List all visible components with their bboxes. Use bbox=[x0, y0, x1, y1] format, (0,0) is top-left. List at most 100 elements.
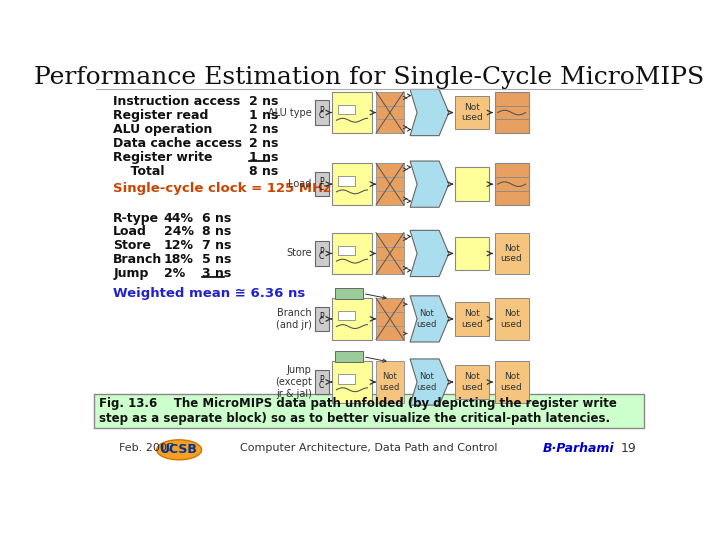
Text: Not
used: Not used bbox=[462, 103, 483, 122]
Bar bbox=[455, 302, 489, 336]
Bar bbox=[495, 233, 528, 274]
Polygon shape bbox=[410, 359, 449, 405]
Bar bbox=[376, 298, 404, 312]
Bar bbox=[376, 312, 404, 326]
Text: 12%: 12% bbox=[163, 239, 194, 252]
Text: Total: Total bbox=[113, 165, 165, 178]
Bar bbox=[332, 164, 372, 205]
Text: Register read: Register read bbox=[113, 109, 209, 122]
FancyBboxPatch shape bbox=[94, 394, 644, 428]
Text: C: C bbox=[319, 183, 324, 192]
Text: Jump: Jump bbox=[113, 267, 148, 280]
Text: 8 ns: 8 ns bbox=[202, 225, 232, 238]
Text: P: P bbox=[320, 106, 324, 114]
Text: Register write: Register write bbox=[113, 151, 212, 164]
Bar bbox=[332, 92, 372, 133]
Polygon shape bbox=[410, 231, 449, 276]
Bar bbox=[455, 365, 489, 399]
Bar bbox=[315, 100, 329, 125]
Text: UCSB: UCSB bbox=[160, 443, 198, 456]
Text: Not
used: Not used bbox=[462, 373, 483, 392]
Text: Not
used: Not used bbox=[500, 309, 523, 329]
Text: Computer Architecture, Data Path and Control: Computer Architecture, Data Path and Con… bbox=[240, 443, 498, 453]
Ellipse shape bbox=[157, 440, 202, 460]
Text: Load: Load bbox=[113, 225, 147, 238]
Text: 2 ns: 2 ns bbox=[249, 137, 278, 150]
Bar bbox=[376, 177, 404, 191]
Bar bbox=[495, 164, 528, 205]
Text: Feb. 2007: Feb. 2007 bbox=[120, 443, 174, 453]
Text: C: C bbox=[319, 252, 324, 261]
Text: Instruction access: Instruction access bbox=[113, 95, 240, 108]
Text: C: C bbox=[319, 318, 324, 327]
Bar bbox=[376, 361, 404, 403]
Text: Store: Store bbox=[286, 248, 312, 259]
Bar bbox=[376, 233, 404, 247]
Bar bbox=[495, 361, 528, 403]
Bar bbox=[376, 92, 404, 106]
Text: Weighted mean ≅ 6.36 ns: Weighted mean ≅ 6.36 ns bbox=[113, 287, 305, 300]
Bar bbox=[376, 247, 404, 260]
Text: 18%: 18% bbox=[163, 253, 194, 266]
Text: 7 ns: 7 ns bbox=[202, 239, 232, 252]
Bar bbox=[335, 288, 363, 299]
Bar bbox=[338, 105, 355, 114]
Text: Not
used: Not used bbox=[500, 244, 523, 263]
Polygon shape bbox=[410, 90, 449, 136]
Bar bbox=[376, 164, 404, 177]
Text: Not
used: Not used bbox=[500, 373, 523, 392]
Bar bbox=[315, 241, 329, 266]
Bar bbox=[455, 96, 489, 130]
Text: Not
used: Not used bbox=[416, 373, 436, 392]
Text: P: P bbox=[320, 177, 324, 186]
Text: 6 ns: 6 ns bbox=[202, 212, 232, 225]
Text: 2%: 2% bbox=[163, 267, 185, 280]
Text: 1 ns: 1 ns bbox=[249, 151, 278, 164]
Text: 44%: 44% bbox=[163, 212, 194, 225]
Text: 2 ns: 2 ns bbox=[249, 95, 278, 108]
Bar bbox=[335, 351, 363, 362]
Bar bbox=[495, 298, 528, 340]
Bar bbox=[338, 311, 355, 320]
Text: ALU operation: ALU operation bbox=[113, 123, 212, 136]
Bar bbox=[376, 191, 404, 205]
Bar bbox=[315, 307, 329, 331]
Text: Jump
(except
jr & jal): Jump (except jr & jal) bbox=[275, 366, 312, 399]
Text: 3 ns: 3 ns bbox=[202, 267, 232, 280]
Text: ALU type: ALU type bbox=[268, 107, 312, 118]
Text: Fig. 13.6    The MicroMIPS data path unfolded (by depicting the register write
s: Fig. 13.6 The MicroMIPS data path unfold… bbox=[99, 396, 617, 424]
Bar bbox=[376, 260, 404, 274]
Bar bbox=[332, 298, 372, 340]
Text: 5 ns: 5 ns bbox=[202, 253, 232, 266]
Bar bbox=[495, 92, 528, 133]
Text: Data cache access: Data cache access bbox=[113, 137, 242, 150]
Text: C: C bbox=[319, 111, 324, 120]
Bar bbox=[332, 361, 372, 403]
Bar bbox=[338, 177, 355, 186]
Bar bbox=[338, 246, 355, 255]
Bar bbox=[455, 237, 489, 271]
Text: Not
used: Not used bbox=[379, 373, 400, 392]
Text: 19: 19 bbox=[621, 442, 636, 455]
Text: Not
used: Not used bbox=[462, 309, 483, 329]
Text: C: C bbox=[319, 381, 324, 390]
Bar bbox=[376, 326, 404, 340]
Text: Branch
(and jr): Branch (and jr) bbox=[276, 308, 312, 330]
Text: Single-cycle clock = 125 MHz: Single-cycle clock = 125 MHz bbox=[113, 183, 331, 195]
Text: 24%: 24% bbox=[163, 225, 194, 238]
Text: P: P bbox=[320, 312, 324, 321]
Bar bbox=[332, 233, 372, 274]
Text: Load: Load bbox=[288, 179, 312, 189]
Text: 8 ns: 8 ns bbox=[249, 165, 278, 178]
Bar bbox=[338, 374, 355, 383]
Text: R-type: R-type bbox=[113, 212, 159, 225]
Polygon shape bbox=[410, 161, 449, 207]
Text: Performance Estimation for Single-Cycle MicroMIPS: Performance Estimation for Single-Cycle … bbox=[34, 66, 704, 90]
Text: 2 ns: 2 ns bbox=[249, 123, 278, 136]
Bar bbox=[315, 370, 329, 394]
Text: Not
used: Not used bbox=[416, 309, 436, 329]
Bar bbox=[376, 119, 404, 133]
Text: 1 ns: 1 ns bbox=[249, 109, 278, 122]
Text: B·Parhami: B·Parhami bbox=[542, 442, 614, 455]
Text: P: P bbox=[320, 247, 324, 255]
